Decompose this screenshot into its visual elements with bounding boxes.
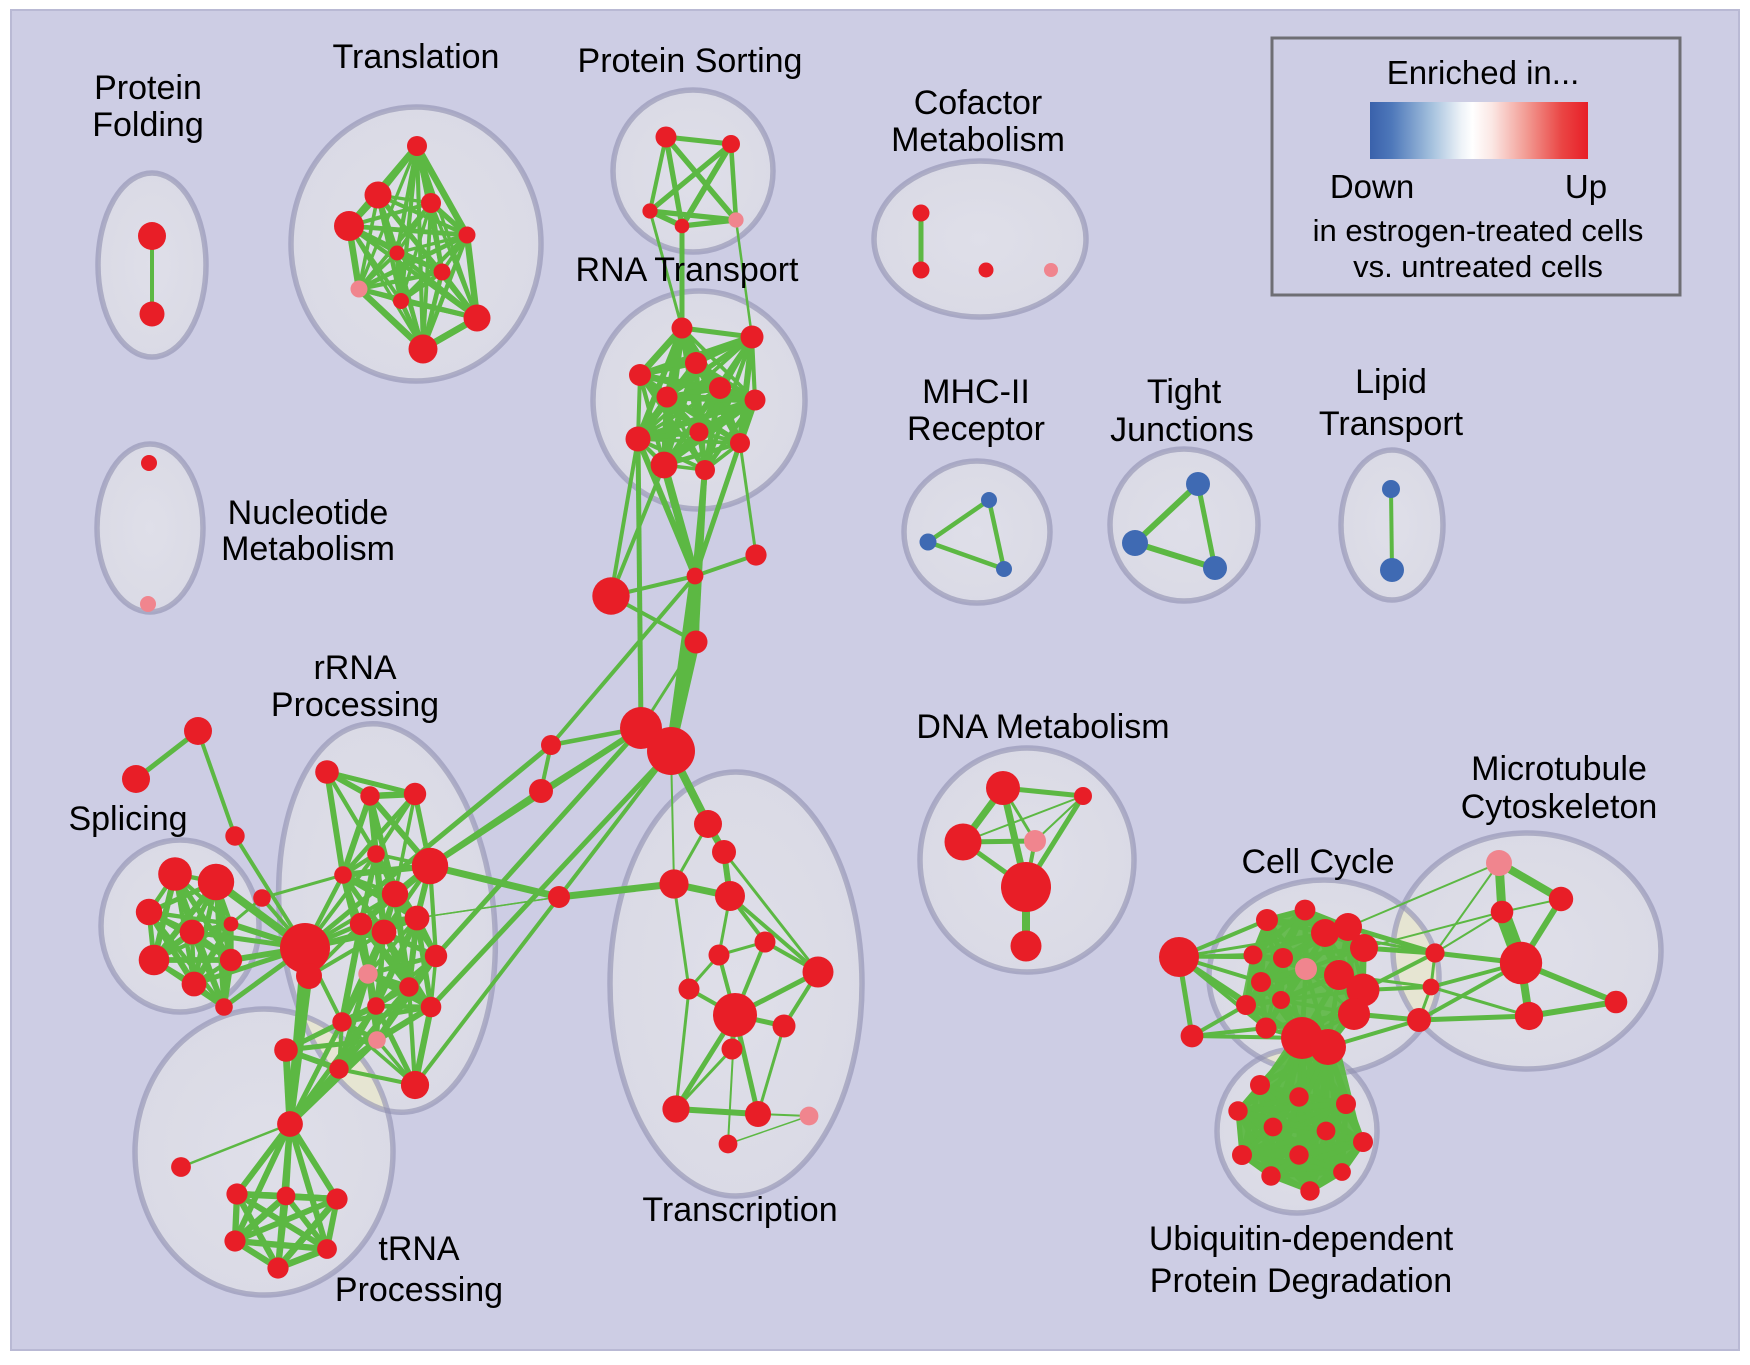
svg-text:Down: Down — [1330, 168, 1414, 205]
svg-text:tRNA: tRNA — [378, 1230, 460, 1268]
svg-text:Tight: Tight — [1147, 373, 1222, 411]
svg-text:DNA Metabolism: DNA Metabolism — [916, 708, 1169, 746]
svg-text:Microtubule: Microtubule — [1471, 750, 1647, 788]
svg-text:Protein: Protein — [94, 69, 202, 107]
svg-text:Cytoskeleton: Cytoskeleton — [1461, 788, 1658, 826]
svg-text:Junctions: Junctions — [1110, 411, 1254, 449]
svg-text:Lipid: Lipid — [1355, 363, 1427, 401]
svg-text:Splicing: Splicing — [68, 800, 187, 838]
svg-text:RNA Transport: RNA Transport — [576, 251, 800, 289]
svg-text:Enriched in...: Enriched in... — [1387, 54, 1580, 91]
svg-text:Processing: Processing — [335, 1271, 503, 1309]
svg-text:Up: Up — [1565, 168, 1607, 205]
svg-text:Receptor: Receptor — [907, 410, 1045, 448]
svg-text:MHC-II: MHC-II — [922, 373, 1030, 411]
svg-text:Metabolism: Metabolism — [891, 121, 1065, 159]
svg-text:Metabolism: Metabolism — [221, 530, 395, 568]
svg-text:Cofactor: Cofactor — [914, 84, 1043, 122]
svg-text:Processing: Processing — [271, 686, 439, 724]
svg-text:Translation: Translation — [333, 38, 500, 76]
svg-text:vs. untreated cells: vs. untreated cells — [1353, 249, 1603, 284]
svg-text:Ubiquitin-dependent: Ubiquitin-dependent — [1149, 1220, 1454, 1258]
svg-text:rRNA: rRNA — [313, 649, 396, 687]
svg-text:Transcription: Transcription — [642, 1191, 837, 1229]
svg-text:Protein Degradation: Protein Degradation — [1150, 1262, 1452, 1300]
svg-text:Protein Sorting: Protein Sorting — [578, 42, 803, 80]
svg-text:Cell Cycle: Cell Cycle — [1241, 843, 1394, 881]
svg-text:Nucleotide: Nucleotide — [228, 494, 389, 532]
svg-text:Transport: Transport — [1319, 405, 1464, 443]
svg-text:Folding: Folding — [92, 106, 204, 144]
svg-text:in estrogen-treated cells: in estrogen-treated cells — [1313, 213, 1644, 248]
